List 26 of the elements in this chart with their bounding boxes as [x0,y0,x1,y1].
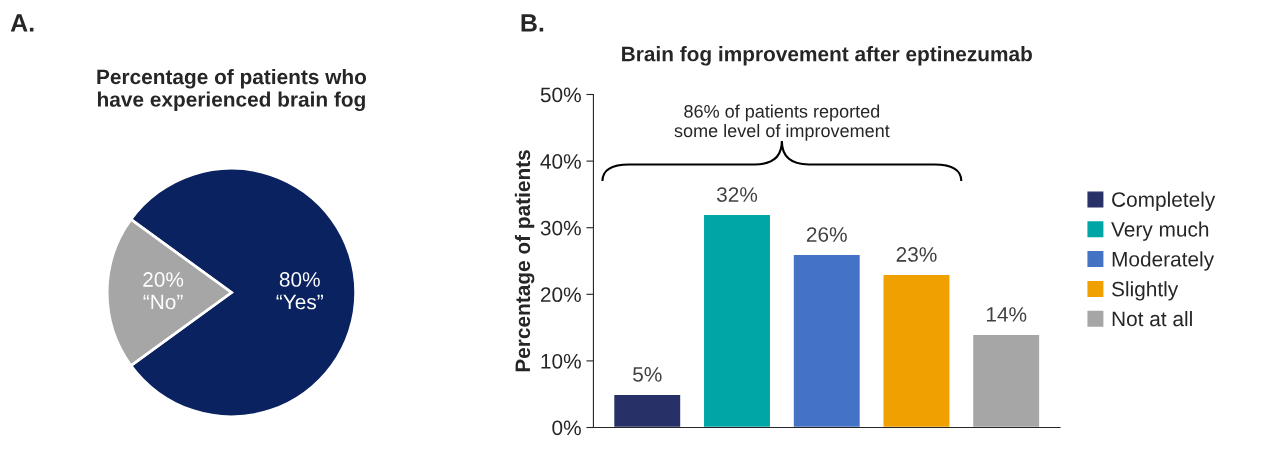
data-label: 14% [986,307,1027,322]
legend-label: Moderately [1112,251,1215,271]
legend-label: Very much [1111,221,1209,241]
legend-label: Completely [1112,191,1216,212]
y-tick-label: 30% [540,220,581,236]
slice-label: “No” [143,294,183,310]
legend-label: Slightly [1111,281,1179,301]
y-axis-title: Percentage of patients [514,150,535,372]
data-label: 32% [716,187,758,202]
text: B. [521,14,544,32]
chart-title: Percentage of patients who have experienced brain fog [97,68,367,112]
y-tick-label: 20% [540,287,581,303]
y-tick-label: 0% [552,420,581,436]
slice-label: “Yes” [276,294,323,310]
data-label: 26% [806,227,847,242]
legend-label: Not at all [1112,310,1192,327]
chart-title: Brain fog improvement after eptinezumab [622,46,1032,66]
y-tick-label: 50% [540,87,581,103]
annotation: 86% of patients reported some level of improvement [674,104,890,141]
y-tick-label: 10% [541,353,581,369]
data-label: 80% [279,272,320,287]
data-label: 5% [633,367,662,382]
data-label: 20% [143,272,184,287]
text: A. [10,14,34,32]
y-tick-label: 40% [540,154,581,169]
data-label: 23% [896,247,937,262]
